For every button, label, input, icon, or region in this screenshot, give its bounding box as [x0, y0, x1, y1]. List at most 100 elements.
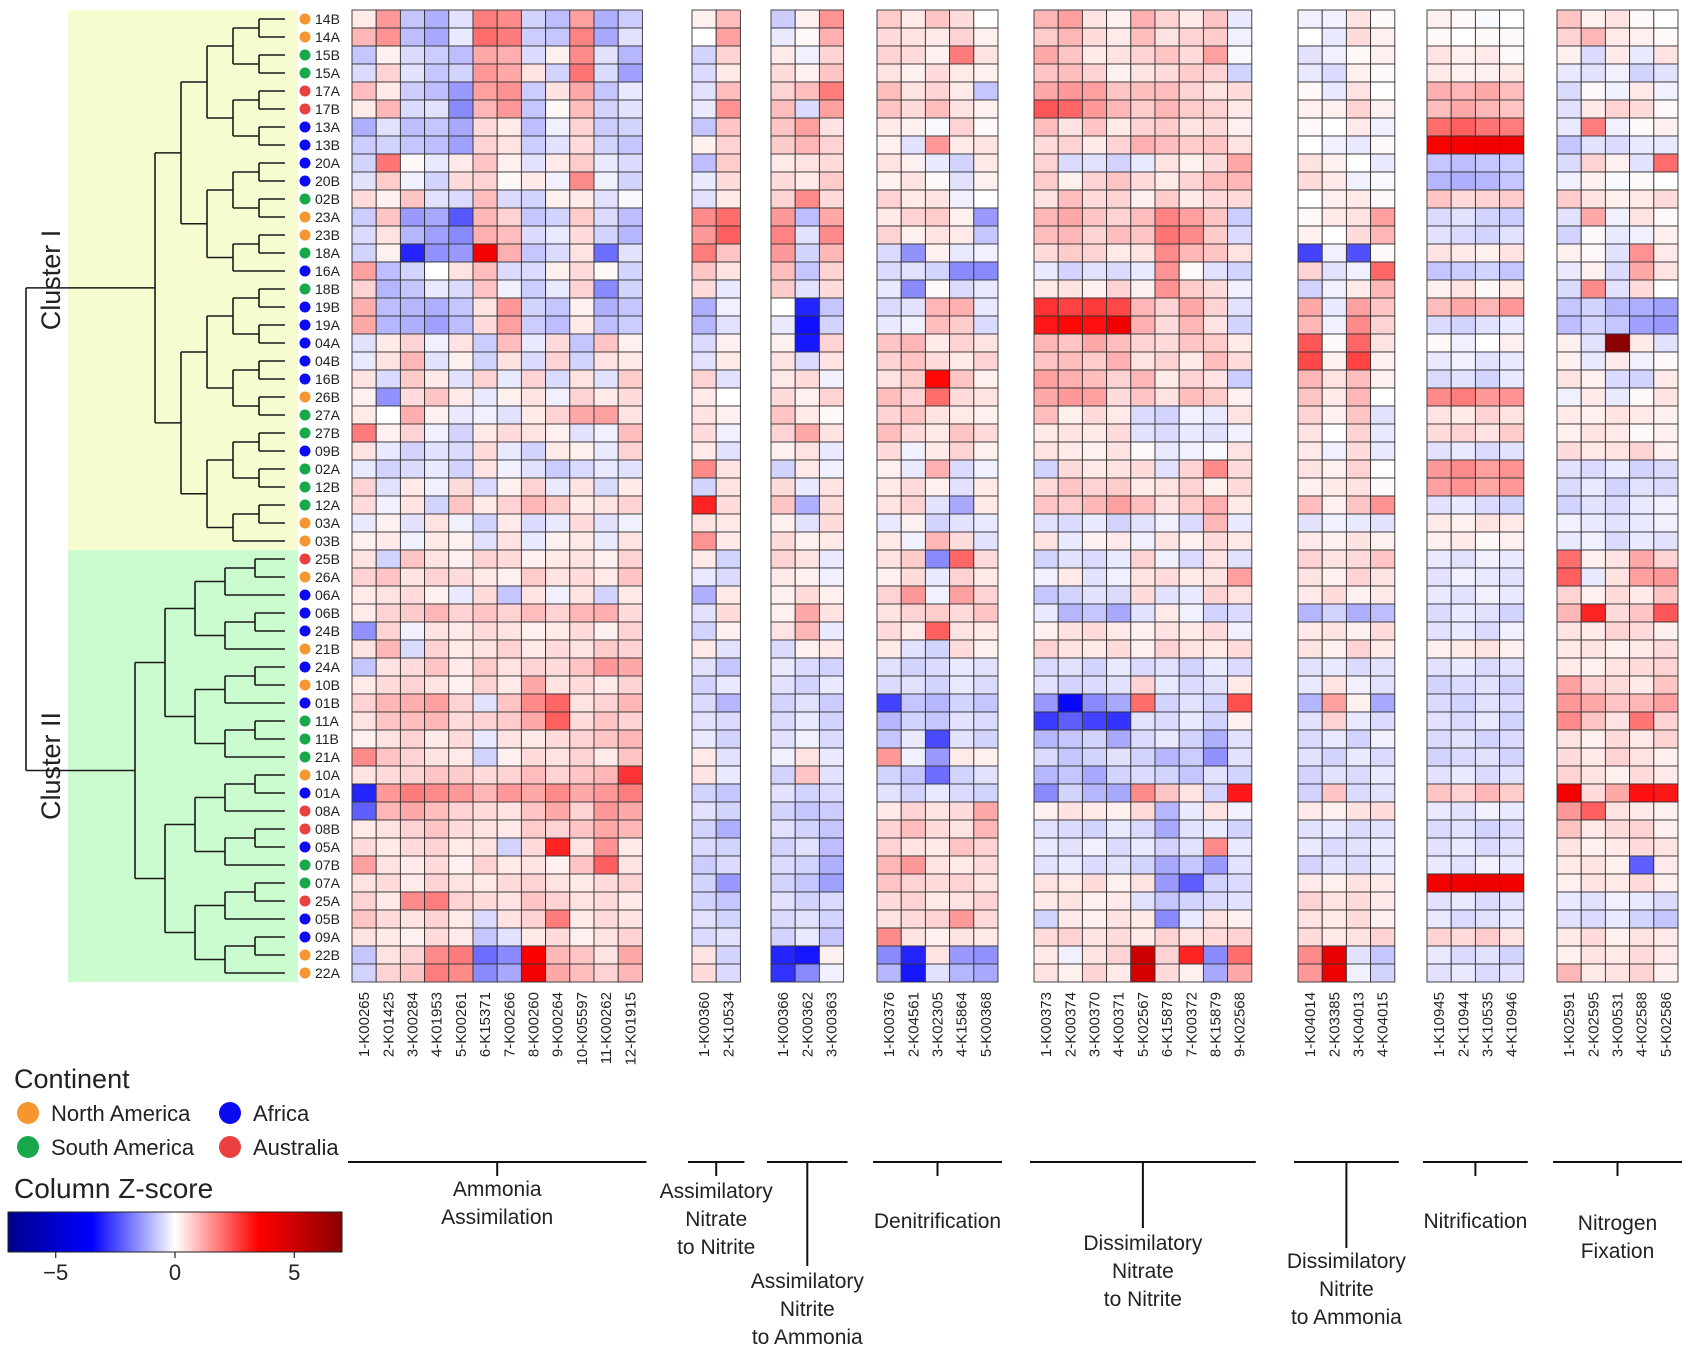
heatmap-cell — [1629, 45, 1655, 65]
heatmap-cell — [1154, 477, 1180, 497]
heatmap-cell — [472, 45, 498, 65]
heatmap-cell — [569, 747, 595, 767]
heatmap-cell — [399, 513, 426, 533]
heatmap-cell — [1426, 837, 1452, 857]
heatmap-cell — [1081, 63, 1108, 83]
heatmap-cell — [472, 297, 498, 317]
heatmap-cell — [1629, 909, 1655, 929]
heatmap-cell — [924, 675, 951, 695]
heatmap-cell — [545, 495, 571, 515]
heatmap-cell — [1202, 45, 1229, 65]
heatmap-cell — [876, 63, 902, 83]
heatmap-cell — [715, 153, 741, 173]
heatmap-cell — [1370, 585, 1396, 605]
heatmap-cell — [520, 513, 547, 533]
heatmap-cell — [1202, 693, 1229, 713]
heatmap-cell — [794, 819, 820, 839]
heatmap-cell — [1202, 315, 1229, 335]
heatmap-cell — [949, 261, 975, 281]
heatmap-cell — [1450, 261, 1476, 281]
heatmap-cell — [1629, 819, 1655, 839]
heatmap-cell — [691, 639, 717, 659]
heatmap-cell — [1629, 711, 1655, 731]
heatmap-cell — [1057, 513, 1083, 533]
heatmap-cell — [1450, 279, 1476, 299]
heatmap-cell — [1321, 621, 1347, 641]
heatmap-cell — [1450, 729, 1476, 749]
heatmap-cell — [545, 657, 571, 677]
heatmap-cell — [924, 45, 951, 65]
heatmap-cell — [1580, 243, 1606, 263]
heatmap-cell — [1057, 603, 1083, 623]
heatmap-cell — [1474, 207, 1501, 227]
heatmap-cell — [593, 513, 619, 533]
heatmap-cell — [1033, 171, 1059, 191]
heatmap-cell — [1081, 495, 1108, 515]
heatmap-cell — [1604, 27, 1631, 47]
heatmap-cell — [715, 909, 741, 929]
heatmap-cell — [424, 441, 450, 461]
row-label: 17B — [315, 101, 340, 117]
heatmap-cell — [399, 387, 426, 407]
heatmap-cell — [1130, 81, 1156, 101]
heatmap-cell — [1227, 45, 1253, 65]
heatmap-cell — [424, 135, 450, 155]
heatmap-cell — [375, 99, 401, 119]
heatmap-cell — [924, 621, 951, 641]
heatmap-cell — [1474, 279, 1501, 299]
column-label: 3-K02305 — [930, 992, 947, 1057]
heatmap-cell — [924, 369, 951, 389]
heatmap-cell — [496, 621, 522, 641]
heatmap-cell — [1556, 603, 1582, 623]
heatmap-cell — [1321, 243, 1347, 263]
heatmap-cell — [399, 819, 426, 839]
heatmap-cell — [715, 315, 741, 335]
heatmap-cell — [472, 207, 498, 227]
heatmap-cell — [1556, 369, 1582, 389]
heatmap-cell — [1556, 495, 1582, 515]
heatmap-cell — [448, 297, 474, 317]
heatmap-cell — [1130, 99, 1156, 119]
heatmap-cell — [1057, 171, 1083, 191]
heatmap-cell — [545, 603, 571, 623]
heatmap-cell — [520, 783, 547, 803]
heatmap-cell — [448, 99, 474, 119]
heatmap-cell — [472, 189, 498, 209]
heatmap-cell — [1604, 81, 1631, 101]
heatmap-cell — [1474, 657, 1501, 677]
heatmap-cell — [1202, 279, 1229, 299]
heatmap-cell — [691, 441, 717, 461]
heatmap-cell — [1057, 99, 1083, 119]
heatmap-cell — [593, 153, 619, 173]
heatmap-cell — [1130, 315, 1156, 335]
heatmap-cell — [1321, 531, 1347, 551]
heatmap-cell — [472, 405, 498, 425]
heatmap-cell — [1604, 153, 1631, 173]
column-label: 3-K10535 — [1480, 992, 1497, 1057]
heatmap-cell — [569, 945, 595, 965]
heatmap-cell — [818, 891, 845, 911]
heatmap-cell — [1202, 9, 1229, 29]
heatmap-cell — [1106, 909, 1132, 929]
heatmap-cell — [1130, 297, 1156, 317]
heatmap-cell — [715, 243, 741, 263]
heatmap-cell — [1653, 819, 1679, 839]
heatmap-cell — [424, 603, 450, 623]
heatmap-cell — [1580, 45, 1606, 65]
heatmap-cell — [1202, 585, 1229, 605]
heatmap-cell — [1653, 333, 1679, 353]
continent-dot — [299, 481, 311, 493]
heatmap-cell — [1033, 801, 1059, 821]
heatmap-cell — [818, 477, 845, 497]
heatmap-cell — [1130, 207, 1156, 227]
heatmap-cell — [1629, 927, 1655, 947]
heatmap-cell — [949, 81, 975, 101]
heatmap-cell — [949, 333, 975, 353]
column-label: 1-K00373 — [1038, 992, 1055, 1057]
heatmap-cell — [545, 513, 571, 533]
heatmap-cell — [1297, 603, 1323, 623]
row-label: 06B — [315, 605, 340, 621]
heatmap-cell — [545, 531, 571, 551]
heatmap-cell — [399, 63, 426, 83]
heatmap-cell — [448, 603, 474, 623]
